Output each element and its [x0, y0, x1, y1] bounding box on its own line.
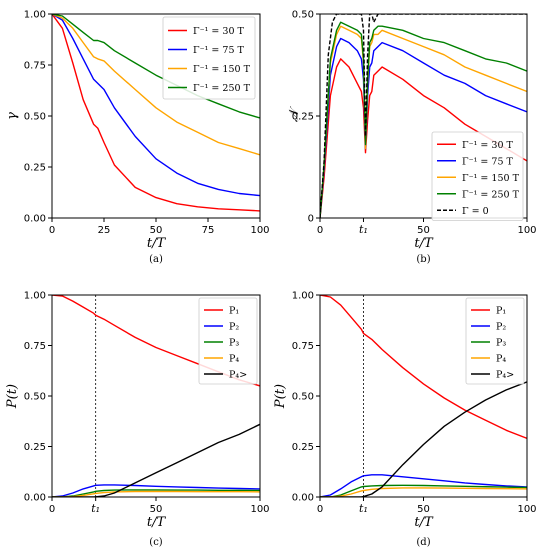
legend-label-1: Γ⁻¹ = 30 T	[462, 140, 514, 151]
y-tick-label: 0.25	[24, 442, 46, 453]
series-group	[52, 14, 260, 212]
panel-caption: (d)	[416, 537, 430, 548]
x-tick-label: 0	[49, 504, 55, 515]
legend-label-2: Γ⁻¹ = 75 T	[462, 156, 514, 167]
legend-label-2: P₂	[496, 322, 506, 333]
legend-label-4: Γ⁻¹ = 250 T	[193, 83, 251, 94]
x-tick-label: 50	[150, 504, 163, 515]
legend-label-4: Γ⁻¹ = 250 T	[462, 189, 520, 200]
panel-caption: (a)	[149, 254, 163, 265]
x-tick-label: 100	[250, 504, 269, 515]
y-tick-label: 0.00	[24, 493, 46, 504]
y-axis-label: γ	[5, 112, 20, 120]
series-line-1	[320, 295, 527, 440]
y-tick-label: 0.50	[292, 10, 314, 21]
legend-label-5: P₄>	[229, 370, 247, 381]
y-tick-label: 1.00	[24, 10, 46, 21]
series-line-1	[52, 14, 260, 212]
x-tick-label: 50	[417, 225, 430, 236]
y-tick-label: 0.75	[24, 341, 46, 352]
x-tick-label: t₁	[91, 502, 100, 515]
series-line-1	[320, 58, 527, 218]
legend-box	[431, 131, 524, 221]
legend-label-4: P₄	[229, 354, 239, 365]
series-line-4	[320, 487, 527, 497]
legend-label-1: P₁	[229, 306, 239, 317]
x-axis-label: t/T	[147, 236, 167, 251]
legend: Γ⁻¹ = 30 T Γ⁻¹ = 75 T Γ⁻¹ = 150 T Γ⁻¹ = 250…	[162, 16, 256, 100]
series-line-3	[320, 484, 527, 497]
panel-caption: (c)	[149, 537, 163, 548]
legend-label-4: P₄	[496, 354, 506, 365]
y-tick-label: 0.50	[24, 112, 46, 123]
series-line-5	[320, 14, 527, 218]
panel-d: 0 t₁ 50 1000.000.250.500.751.00t/TP(t)P₁P₂P…	[273, 291, 537, 549]
x-tick-label: t₁	[359, 502, 368, 515]
legend-label-3: P₃	[496, 338, 506, 349]
x-tick-label: 0	[49, 225, 55, 236]
series-line-4	[320, 21, 527, 218]
legend-label-3: Γ⁻¹ = 150 T	[193, 64, 251, 75]
y-tick-label: 0.25	[292, 442, 314, 453]
legend-label-2: P₂	[229, 322, 239, 333]
x-tick-label: 0	[317, 504, 323, 515]
legend: Γ⁻¹ = 30 T Γ⁻¹ = 75 T Γ⁻¹ = 150 T Γ⁻¹ = 250…	[431, 131, 524, 221]
x-axis-label: t/T	[414, 515, 434, 530]
y-tick-label: 0.00	[292, 493, 314, 504]
legend-label-1: P₁	[496, 306, 506, 317]
series-line-2	[320, 474, 527, 497]
series-line-5	[320, 381, 527, 497]
x-axis-label: t/T	[147, 515, 167, 530]
x-tick-label: 100	[517, 504, 536, 515]
legend-label-3: P₃	[229, 338, 239, 349]
panel-c: 0 t₁ 50 1000.000.250.500.751.00t/TP(t)P₁P₂P…	[5, 291, 270, 549]
x-tick-label: 50	[417, 504, 430, 515]
panel-caption: (b)	[416, 254, 430, 265]
series-line-2	[52, 484, 260, 497]
y-tick-label: 0.25	[24, 163, 46, 174]
y-tick-label: 0.75	[24, 61, 46, 72]
series-group	[320, 14, 527, 218]
legend: P₁ P₂ P₃ P₄ P₄>	[465, 297, 525, 385]
y-tick-label: 0.00	[24, 214, 46, 225]
legend-box	[162, 16, 256, 100]
x-tick-label: 100	[517, 225, 536, 236]
legend-label-3: Γ⁻¹ = 150 T	[462, 173, 520, 184]
legend-label-5: P₄>	[496, 370, 514, 381]
series-line-2	[52, 14, 260, 197]
y-tick-label: 0	[308, 214, 314, 225]
x-tick-label: t₁	[359, 223, 368, 236]
y-tick-label: 1.00	[24, 291, 46, 302]
y-tick-label: 1.00	[292, 291, 314, 302]
series-line-5	[52, 423, 260, 497]
series-group	[320, 295, 527, 497]
y-tick-label: 0.50	[24, 392, 46, 403]
x-tick-label: 50	[150, 225, 163, 236]
x-tick-label: 25	[98, 225, 111, 236]
panel-a: 0 25 50 75 100 0.00 0.25 0.50 0.75 1.00 t/T γ Γ⁻¹ = …	[5, 10, 270, 266]
y-axis-label: P(t)	[273, 384, 288, 409]
y-tick-label: 0.25	[292, 112, 314, 123]
legend-label-1: Γ⁻¹ = 30 T	[193, 26, 245, 37]
y-tick-label: 0.75	[292, 341, 314, 352]
y-axis-label: 𝒩	[287, 105, 302, 122]
x-tick-label: 0	[317, 225, 323, 236]
x-tick-label: 75	[202, 225, 215, 236]
x-axis-label: t/T	[414, 236, 434, 251]
legend-box	[198, 297, 258, 385]
legend-label-2: Γ⁻¹ = 75 T	[193, 45, 245, 56]
y-axis-label: P(t)	[5, 384, 20, 409]
legend: P₁ P₂ P₃ P₄ P₄>	[198, 297, 258, 385]
series-line-2	[320, 37, 527, 218]
series-line-3	[52, 489, 260, 497]
legend-box	[465, 297, 525, 385]
series-line-3	[52, 14, 260, 156]
legend-label-5: Γ = 0	[462, 206, 489, 217]
series-line-4	[52, 14, 260, 119]
series-line-4	[52, 490, 260, 497]
x-tick-label: 100	[250, 225, 269, 236]
y-tick-label: 0.50	[292, 392, 314, 403]
panel-b: 0 t₁ 50 100 0 0.25 0.50 t/T 𝒩 Γ⁻¹ = 30 T Γ⁻¹ = 75 …	[287, 10, 537, 266]
